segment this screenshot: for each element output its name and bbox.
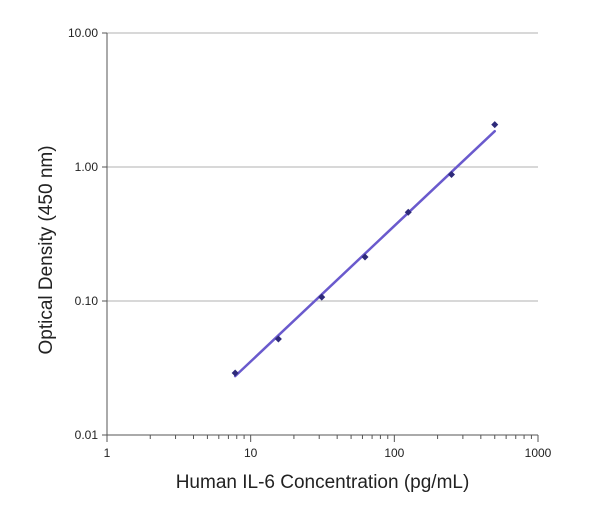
data-point <box>491 121 499 129</box>
y-axis-title: Optical Density (450 nm) <box>36 145 57 354</box>
x-tick-label: 100 <box>384 446 404 460</box>
grid-layer <box>107 32 538 302</box>
data-point <box>361 253 369 261</box>
tick-layer <box>102 32 539 442</box>
y-tick-label: 10.00 <box>68 26 98 40</box>
tick-label-layer: 0.01 0.10 1.00 10.00 1 10 100 1000 <box>68 26 552 460</box>
data-point <box>404 208 412 216</box>
x-tick-label: 1 <box>104 446 111 460</box>
y-tick-label: 0.01 <box>75 428 99 442</box>
x-tick-label: 1000 <box>525 446 552 460</box>
data-point <box>274 335 282 343</box>
series-layer <box>231 121 499 378</box>
x-tick-label: 10 <box>244 446 258 460</box>
data-point <box>448 170 456 178</box>
y-tick-label: 1.00 <box>75 160 99 174</box>
x-axis-title: Human IL-6 Concentration (pg/mL) <box>176 472 470 493</box>
data-point <box>318 293 326 301</box>
y-tick-label: 0.10 <box>75 294 99 308</box>
data-point <box>231 369 239 377</box>
